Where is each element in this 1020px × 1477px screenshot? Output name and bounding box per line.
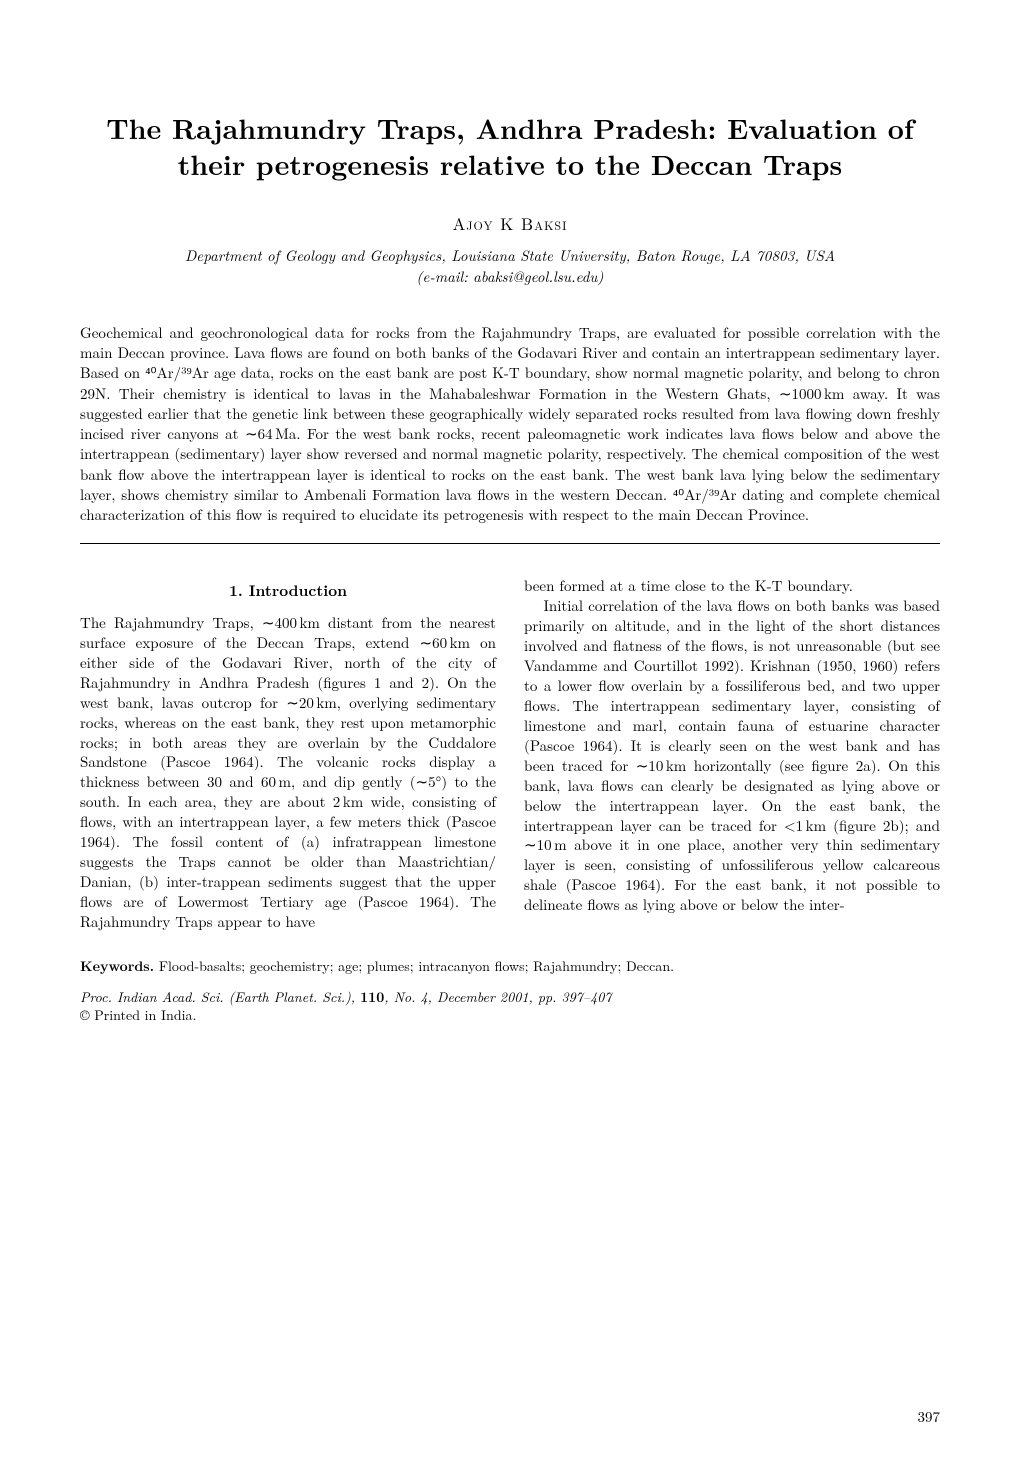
two-column-body: 1. Introduction The Rajahmundry Traps, ∼… [80, 576, 940, 932]
author-name: Ajoy K Baksi [80, 211, 940, 235]
body-paragraph: The Rajahmundry Traps, ∼400 km distant f… [80, 613, 496, 932]
paper-title: The Rajahmundry Traps, Andhra Pradesh: E… [80, 110, 940, 183]
keywords-line: Keywords. Flood-basalts; geochemistry; a… [80, 956, 940, 976]
body-paragraph: been formed at a time close to the K-T b… [524, 576, 940, 596]
horizontal-rule [80, 543, 940, 544]
keywords-text: Flood-basalts; geochemistry; age; plumes… [159, 956, 674, 976]
body-paragraph: Initial correlation of the lava flows on… [524, 596, 940, 915]
footer-volume: 110 [360, 987, 384, 1007]
affiliation-line1: Department of Geology and Geophysics, Lo… [185, 245, 835, 266]
footer-journal: Proc. Indian Acad. Sci. (Earth Planet. S… [80, 987, 355, 1007]
footer-citation: Proc. Indian Acad. Sci. (Earth Planet. S… [80, 988, 940, 1024]
footer-issue-details: , No. 4, December 2001, pp. 397–407 [384, 987, 611, 1007]
section-heading: 1. Introduction [80, 580, 496, 601]
page-number: 397 [917, 1406, 940, 1427]
footer-copyright: © Printed in India. [80, 1005, 196, 1025]
affiliation-email: (e-mail: abaksi@geol.lsu.edu) [416, 266, 603, 287]
keywords-label: Keywords. [80, 956, 154, 976]
abstract-text: Geochemical and geochronological data fo… [80, 323, 940, 526]
affiliation: Department of Geology and Geophysics, Lo… [80, 245, 940, 287]
